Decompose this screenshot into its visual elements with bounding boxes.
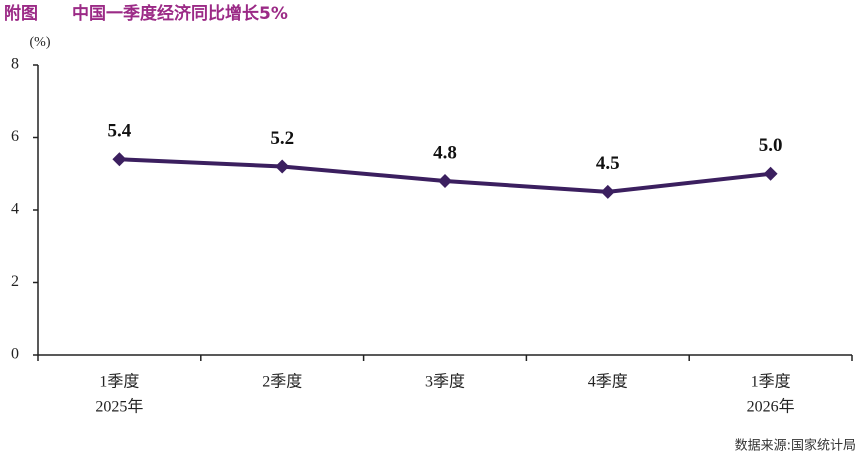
chart-title: 中国一季度经济同比增长5% bbox=[72, 3, 288, 24]
x-tick-label: 2季度 bbox=[262, 373, 302, 391]
x-tick-label: 1季度 bbox=[751, 373, 791, 391]
x-tick-label: 3季度 bbox=[425, 373, 465, 391]
y-tick-label: 8 bbox=[11, 56, 19, 73]
value-label: 5.4 bbox=[108, 121, 132, 142]
y-tick-label: 2 bbox=[11, 273, 19, 290]
x-tick-label: 4季度 bbox=[588, 373, 628, 391]
x-tick-sublabel: 2026年 bbox=[747, 398, 795, 416]
value-label: 5.0 bbox=[759, 135, 783, 156]
source: 数据来源:国家统计局 bbox=[735, 438, 856, 454]
marker bbox=[112, 152, 127, 167]
marker bbox=[438, 174, 452, 188]
marker bbox=[275, 159, 290, 174]
value-label: 4.8 bbox=[433, 142, 457, 163]
y-tick-label: 4 bbox=[11, 201, 19, 218]
marker bbox=[763, 166, 778, 181]
value-label: 5.2 bbox=[270, 128, 294, 149]
value-label: 4.5 bbox=[596, 153, 620, 174]
x-tick-sublabel: 2025年 bbox=[95, 398, 143, 416]
y-tick-label: 0 bbox=[11, 346, 19, 363]
y-tick-label: 6 bbox=[11, 128, 19, 145]
figure-label: 附图 bbox=[4, 3, 38, 24]
x-tick-label: 1季度 bbox=[99, 373, 139, 391]
marker bbox=[600, 184, 615, 199]
y-unit: (%) bbox=[30, 35, 51, 50]
